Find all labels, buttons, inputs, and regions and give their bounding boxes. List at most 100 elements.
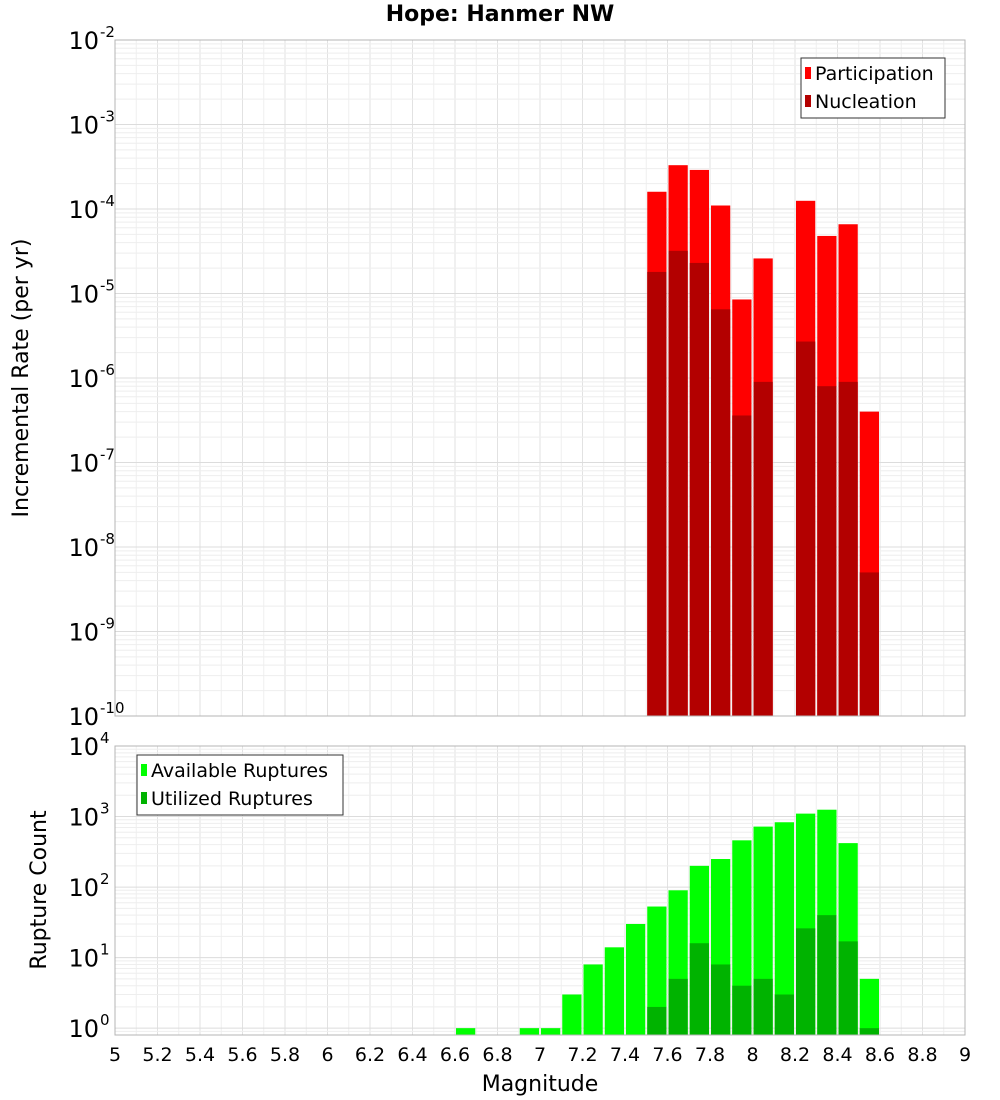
rate-frame: [114, 39, 966, 717]
y-tick-exponent: 0: [100, 1011, 110, 1029]
rate-bar: [732, 415, 752, 716]
count-bar: [753, 978, 773, 1035]
x-tick-label: 8.4: [822, 1044, 852, 1066]
legend-swatch: [141, 764, 147, 776]
rate-bar: [647, 271, 667, 716]
y-tick-label: 10: [68, 874, 99, 902]
x-tick-label: 6.8: [482, 1044, 512, 1066]
count-bar: [711, 964, 731, 1035]
y-tick-label: 10: [68, 703, 99, 731]
count-bar: [456, 1028, 476, 1035]
y-tick-exponent: 1: [100, 941, 110, 959]
x-tick-labels: 5 5.2 5.4 5.6 5.8 6 6.2 6.4 6.6 6.8 7 7.2 7.4 7.6 7.8 8…: [109, 1044, 971, 1066]
x-tick-label: 7.8: [695, 1044, 725, 1066]
x-tick-label: 5.2: [142, 1044, 172, 1066]
count-bar: [668, 978, 688, 1035]
rate-legend-box: [800, 57, 946, 119]
count-bar: [859, 978, 879, 1035]
count-legend-box: [136, 754, 344, 816]
chart-title: Hope: Hanmer NW: [385, 2, 615, 27]
rate-series-2: [647, 250, 879, 716]
rate-bar: [689, 262, 709, 716]
y-tick-exponent: -9: [100, 615, 115, 633]
legend-label: Utilized Ruptures: [151, 788, 313, 810]
count-bar: [774, 822, 794, 1035]
rate-bar: [817, 386, 837, 716]
count-bar: [796, 928, 816, 1035]
y-tick-label: 10: [68, 534, 99, 562]
rate-bar: [753, 381, 773, 716]
rate-bar: [796, 341, 816, 716]
y-tick-exponent: -8: [100, 530, 115, 548]
y-tick-label: 10: [68, 112, 99, 140]
x-tick-label: 8.8: [907, 1044, 937, 1066]
count-bar: [859, 1028, 879, 1035]
count-frame: [114, 745, 966, 1036]
legend-label: Nucleation: [815, 91, 917, 113]
x-tick-label: 7.2: [567, 1044, 597, 1066]
legend-label: Available Ruptures: [151, 760, 328, 782]
count-bar: [541, 1028, 561, 1035]
legend-label: Participation: [815, 63, 934, 85]
y-tick-exponent: -2: [100, 23, 115, 41]
x-tick-label: 8: [746, 1044, 758, 1066]
x-tick-label: 7: [534, 1044, 546, 1066]
count-bar: [838, 941, 858, 1035]
y-tick-label: 10: [68, 945, 99, 973]
y-tick-exponent: 4: [100, 729, 110, 747]
count-bar: [647, 1006, 667, 1035]
count-bar: [732, 985, 752, 1035]
x-tick-label: 8.2: [780, 1044, 810, 1066]
count-series-2: [647, 915, 879, 1035]
x-tick-label: 5.8: [270, 1044, 300, 1066]
y-tick-label: 10: [68, 804, 99, 832]
rate-bar: [838, 381, 858, 716]
count-bar: [562, 994, 582, 1035]
count-bar: [626, 923, 646, 1035]
legend-swatch: [141, 792, 147, 804]
x-tick-label: 6.4: [397, 1044, 427, 1066]
count-bar: [817, 915, 837, 1035]
count-bar: [604, 947, 624, 1035]
x-tick-label: 6.6: [440, 1044, 470, 1066]
rate-bar: [668, 250, 688, 716]
count-bar: [689, 943, 709, 1035]
rate-grid: [114, 39, 966, 717]
y-tick-exponent: -3: [100, 108, 115, 126]
y-tick-label: 10: [68, 619, 99, 647]
rate-y-axis-label: Incremental Rate (per yr): [9, 239, 34, 518]
count-bar: [519, 1028, 539, 1035]
y-tick-label: 10: [68, 450, 99, 478]
rate-legend: Participation Nucleation: [800, 57, 946, 119]
y-tick-label: 10: [68, 281, 99, 309]
x-tick-label: 8.6: [865, 1044, 895, 1066]
x-tick-label: 5.4: [185, 1044, 215, 1066]
x-tick-label: 5.6: [227, 1044, 257, 1066]
y-tick-exponent: -6: [100, 361, 115, 379]
x-tick-label: 9: [959, 1044, 971, 1066]
y-tick-exponent: -4: [100, 192, 115, 210]
count-bar: [583, 964, 603, 1035]
y-tick-exponent: -10: [100, 699, 125, 717]
legend-swatch: [805, 95, 811, 107]
count-bar: [647, 906, 667, 1035]
x-tick-label: 6: [321, 1044, 333, 1066]
y-tick-label: 10: [68, 365, 99, 393]
x-tick-label: 7.6: [652, 1044, 682, 1066]
y-tick-exponent: 3: [100, 800, 110, 818]
y-tick-label: 10: [68, 27, 99, 55]
count-legend: Available Ruptures Utilized Ruptures: [136, 754, 344, 816]
x-tick-label: 6.2: [355, 1044, 385, 1066]
legend-swatch: [805, 67, 811, 79]
y-tick-exponent: -5: [100, 277, 115, 295]
y-tick-exponent: 2: [100, 870, 110, 888]
y-tick-label: 10: [68, 1015, 99, 1043]
x-tick-label: 5: [109, 1044, 121, 1066]
x-tick-label: 7.4: [610, 1044, 640, 1066]
y-tick-label: 10: [68, 733, 99, 761]
